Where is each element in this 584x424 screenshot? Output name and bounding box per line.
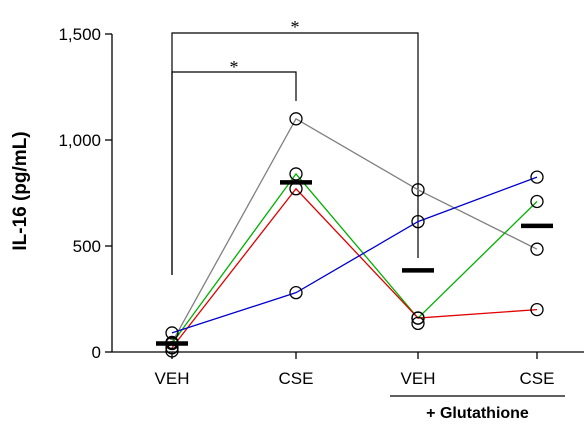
data-point <box>530 242 544 256</box>
group-bracket: + Glutathione <box>390 395 565 422</box>
x-tick-label: CSE <box>520 369 555 388</box>
x-tick-label: CSE <box>279 369 314 388</box>
significance-bracket <box>171 32 419 275</box>
data-point <box>530 170 544 184</box>
data-point <box>165 341 179 355</box>
significance-brackets: ** <box>171 17 419 275</box>
data-point <box>411 316 425 331</box>
data-point <box>165 326 179 340</box>
data-point <box>289 285 303 300</box>
data-point <box>411 183 425 197</box>
group-label: + Glutathione <box>426 405 529 422</box>
data-points <box>165 112 544 358</box>
series-line <box>171 187 538 349</box>
series-line <box>171 117 538 343</box>
x-tick-label: VEH <box>155 369 190 388</box>
data-point <box>165 336 179 351</box>
series-line <box>171 176 538 334</box>
data-point <box>530 302 544 317</box>
y-tick-label: 1,000 <box>58 131 101 150</box>
data-point <box>411 214 425 229</box>
y-tick-label: 1,500 <box>58 25 101 44</box>
y-tick-label: 500 <box>73 237 101 256</box>
significance-bracket <box>171 71 297 275</box>
data-point <box>530 194 544 209</box>
y-ticks: 0 500 1,000 1,500 <box>58 25 112 362</box>
data-point <box>165 344 179 358</box>
axes <box>111 34 584 353</box>
significance-label: * <box>230 57 239 77</box>
series-line <box>171 172 538 344</box>
data-point <box>289 182 303 196</box>
data-point <box>289 167 303 181</box>
significance-label: * <box>291 17 300 37</box>
data-point <box>289 112 303 126</box>
x-tick-label: VEH <box>401 369 436 388</box>
data-point <box>411 311 425 325</box>
series-lines <box>171 117 538 349</box>
y-axis-title: IL-16 (pg/mL) <box>10 131 31 250</box>
x-ticks: VEH CSE VEH CSE <box>155 352 555 388</box>
y-tick-label: 0 <box>92 343 101 362</box>
